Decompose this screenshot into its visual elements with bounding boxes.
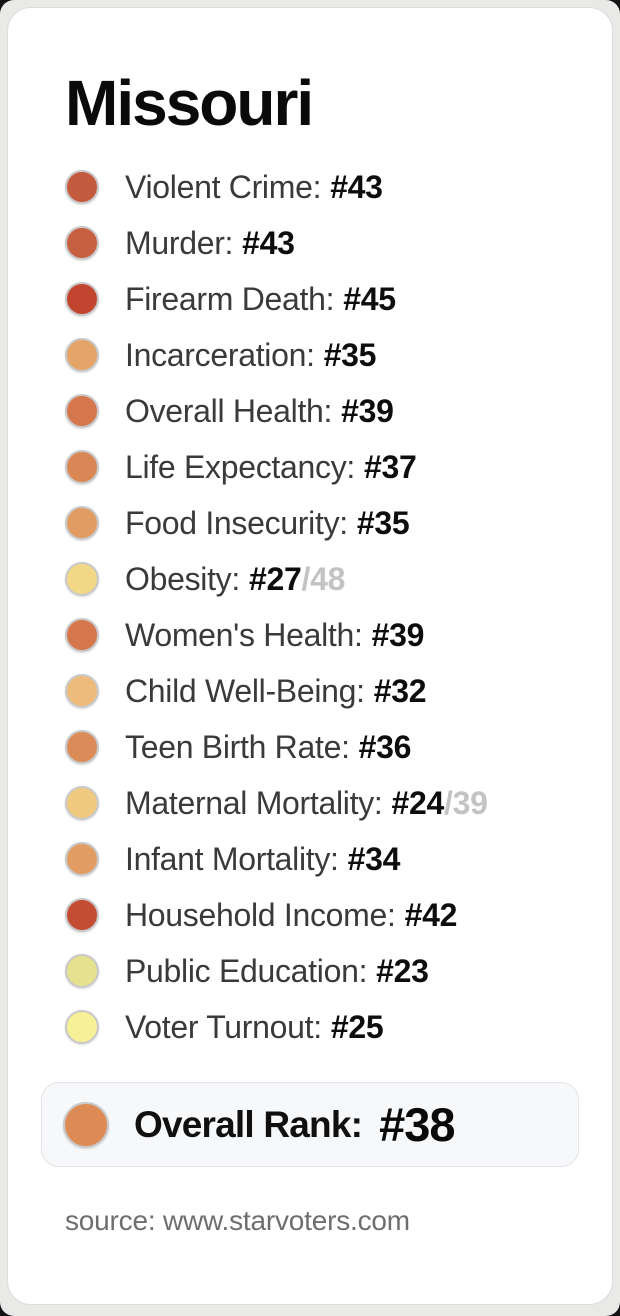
metric-row-incarceration: Incarceration: #35 [65, 327, 612, 383]
metric-label: Obesity: [125, 560, 240, 597]
metric-rank: #35 [356, 504, 410, 541]
state-title: Missouri [65, 67, 314, 139]
rank-color-dot [65, 674, 99, 708]
metric-rank: #23 [376, 952, 429, 989]
metric-row-household-income: Household Income: #42 [65, 887, 612, 943]
metric-row-teen-birth-rate: Teen Birth Rate: #36 [65, 719, 612, 775]
metric-row-food-insecurity: Food Insecurity: #35 [65, 495, 612, 551]
metric-rank: #37 [364, 448, 417, 485]
metric-row-infant-mortality: Infant Mortality: #34 [65, 831, 612, 887]
metric-label: Firearm Death: [125, 280, 335, 317]
metric-label: Voter Turnout: [125, 1008, 322, 1045]
overall-rank-color-dot [63, 1101, 109, 1148]
metric-rank-total: /48 [301, 560, 346, 597]
source-attribution: source: www.starvoters.com [65, 1205, 410, 1236]
metric-row-voter-turnout: Voter Turnout: #25 [65, 999, 612, 1055]
metric-rank: #32 [373, 672, 427, 709]
rank-color-dot [65, 338, 99, 372]
metric-row-obesity: Obesity: #27/48 [65, 551, 612, 607]
metric-label: Overall Health: [125, 392, 333, 429]
rank-color-dot [65, 226, 99, 260]
rank-color-dot [65, 842, 99, 876]
metric-label: Murder: [125, 224, 234, 261]
metric-row-firearm-death: Firearm Death: #45 [65, 271, 612, 327]
metric-row-violent-crime: Violent Crime: #43 [65, 159, 612, 215]
overall-rank-label: Overall Rank: [134, 1103, 363, 1145]
metric-rank: #24 [391, 784, 445, 821]
metric-label: Child Well-Being: [125, 672, 365, 709]
rank-color-dot [65, 730, 99, 764]
metric-rank: #25 [330, 1008, 384, 1045]
metric-rank: #43 [330, 168, 383, 205]
metric-label: Infant Mortality: [125, 840, 339, 877]
metric-row-public-education: Public Education: #23 [65, 943, 612, 999]
rank-color-dot [65, 562, 99, 596]
rank-color-dot [65, 394, 99, 428]
rank-color-dot [65, 954, 99, 988]
metric-rank: #34 [347, 840, 401, 877]
rank-color-dot [65, 170, 99, 204]
metric-label: Maternal Mortality: [125, 784, 383, 821]
rank-color-dot [65, 898, 99, 932]
metric-rank: #36 [358, 728, 412, 765]
metric-row-maternal-mortality: Maternal Mortality: #24/39 [65, 775, 612, 831]
metric-row-overall-health: Overall Health: #39 [65, 383, 612, 439]
rank-color-dot [65, 1010, 99, 1044]
metric-row-life-expectancy: Life Expectancy: #37 [65, 439, 612, 495]
overall-rank-box: Overall Rank: #38 [41, 1082, 579, 1167]
metric-label: Incarceration: [125, 336, 315, 373]
metric-row-murder: Murder: #43 [65, 215, 612, 271]
metric-row-womens-health: Women's Health: #39 [65, 607, 612, 663]
metric-rank: #43 [242, 224, 295, 261]
metric-label: Food Insecurity: [125, 504, 348, 541]
overall-rank-value: #38 [379, 1098, 455, 1151]
metric-rank: #27 [248, 560, 302, 597]
metric-rank: #42 [404, 896, 458, 933]
metric-label: Household Income: [125, 896, 396, 933]
metric-rank-total: /39 [444, 784, 488, 821]
metric-list: Violent Crime: #43 Murder: #43 Firearm Dea… [65, 159, 612, 1055]
metric-label: Violent Crime: [125, 168, 322, 205]
state-rank-card: Missouri Violent Crime: #43 Murder: #43 Fi… [7, 7, 613, 1305]
metric-label: Teen Birth Rate: [125, 728, 350, 765]
metric-label: Women's Health: [125, 616, 363, 653]
metric-label: Public Education: [125, 952, 368, 989]
rank-color-dot [65, 450, 99, 484]
metric-row-child-well-being: Child Well-Being: #32 [65, 663, 612, 719]
rank-color-dot [65, 786, 99, 820]
metric-rank: #35 [323, 336, 377, 373]
metric-rank: #39 [341, 392, 394, 429]
rank-color-dot [65, 618, 99, 652]
rank-color-dot [65, 282, 99, 316]
metric-rank: #39 [371, 616, 425, 653]
metric-label: Life Expectancy: [125, 448, 355, 485]
metric-rank: #45 [343, 280, 396, 317]
rank-color-dot [65, 506, 99, 540]
